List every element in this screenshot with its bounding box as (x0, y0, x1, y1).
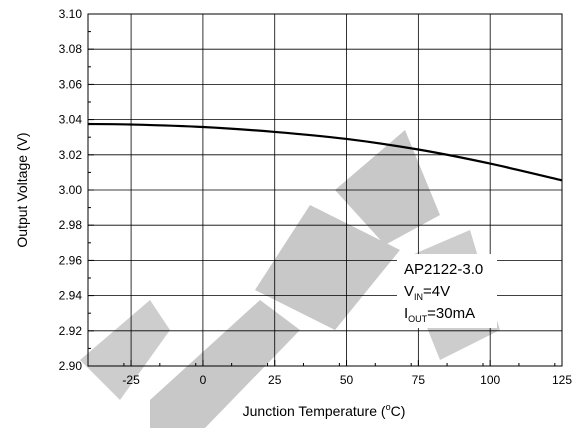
y-tick-label: 2.90 (59, 359, 83, 373)
y-tick-label: 3.06 (59, 77, 83, 91)
annotation-iout: IOUT=30mA (404, 305, 475, 324)
y-tick-label: 3.08 (59, 42, 83, 56)
series-layer (87, 122, 563, 182)
x-tick-label: 25 (268, 373, 282, 387)
annotation-part: AP2122-3.0 (404, 261, 483, 278)
y-tick-label: 3.02 (59, 148, 83, 162)
annotation-box: AP2122-3.0 VIN=4V IOUT=30mA (397, 254, 497, 328)
x-tick-label: 125 (552, 373, 572, 387)
plot-frame (87, 13, 563, 367)
y-tick-label: 2.96 (59, 253, 83, 267)
y-tick-label: 3.10 (59, 7, 83, 21)
x-axis-title: Junction Temperature (oC) (243, 402, 406, 419)
x-tick-label: 100 (480, 373, 500, 387)
y-tick-label: 3.04 (59, 113, 83, 127)
x-tick-label: 50 (340, 373, 354, 387)
y-axis: 2.90 2.92 2.94 2.96 2.98 3.00 3.02 3.04 3.06 3.08… (59, 7, 94, 373)
x-tick-label: -25 (122, 373, 140, 387)
series-line-0 (87, 122, 563, 182)
y-tick-label: 2.94 (59, 289, 83, 303)
y-tick-label: 2.92 (59, 324, 83, 338)
y-tick-label: 2.98 (59, 218, 83, 232)
x-tick-label: 75 (412, 373, 426, 387)
y-tick-label: 3.00 (59, 183, 83, 197)
annotation-vin: VIN=4V (404, 283, 450, 302)
x-tick-label: 0 (200, 373, 207, 387)
y-axis-title: Output Voltage (V) (14, 132, 30, 247)
x-axis: -25 0 25 50 75 100 125 (87, 360, 572, 387)
